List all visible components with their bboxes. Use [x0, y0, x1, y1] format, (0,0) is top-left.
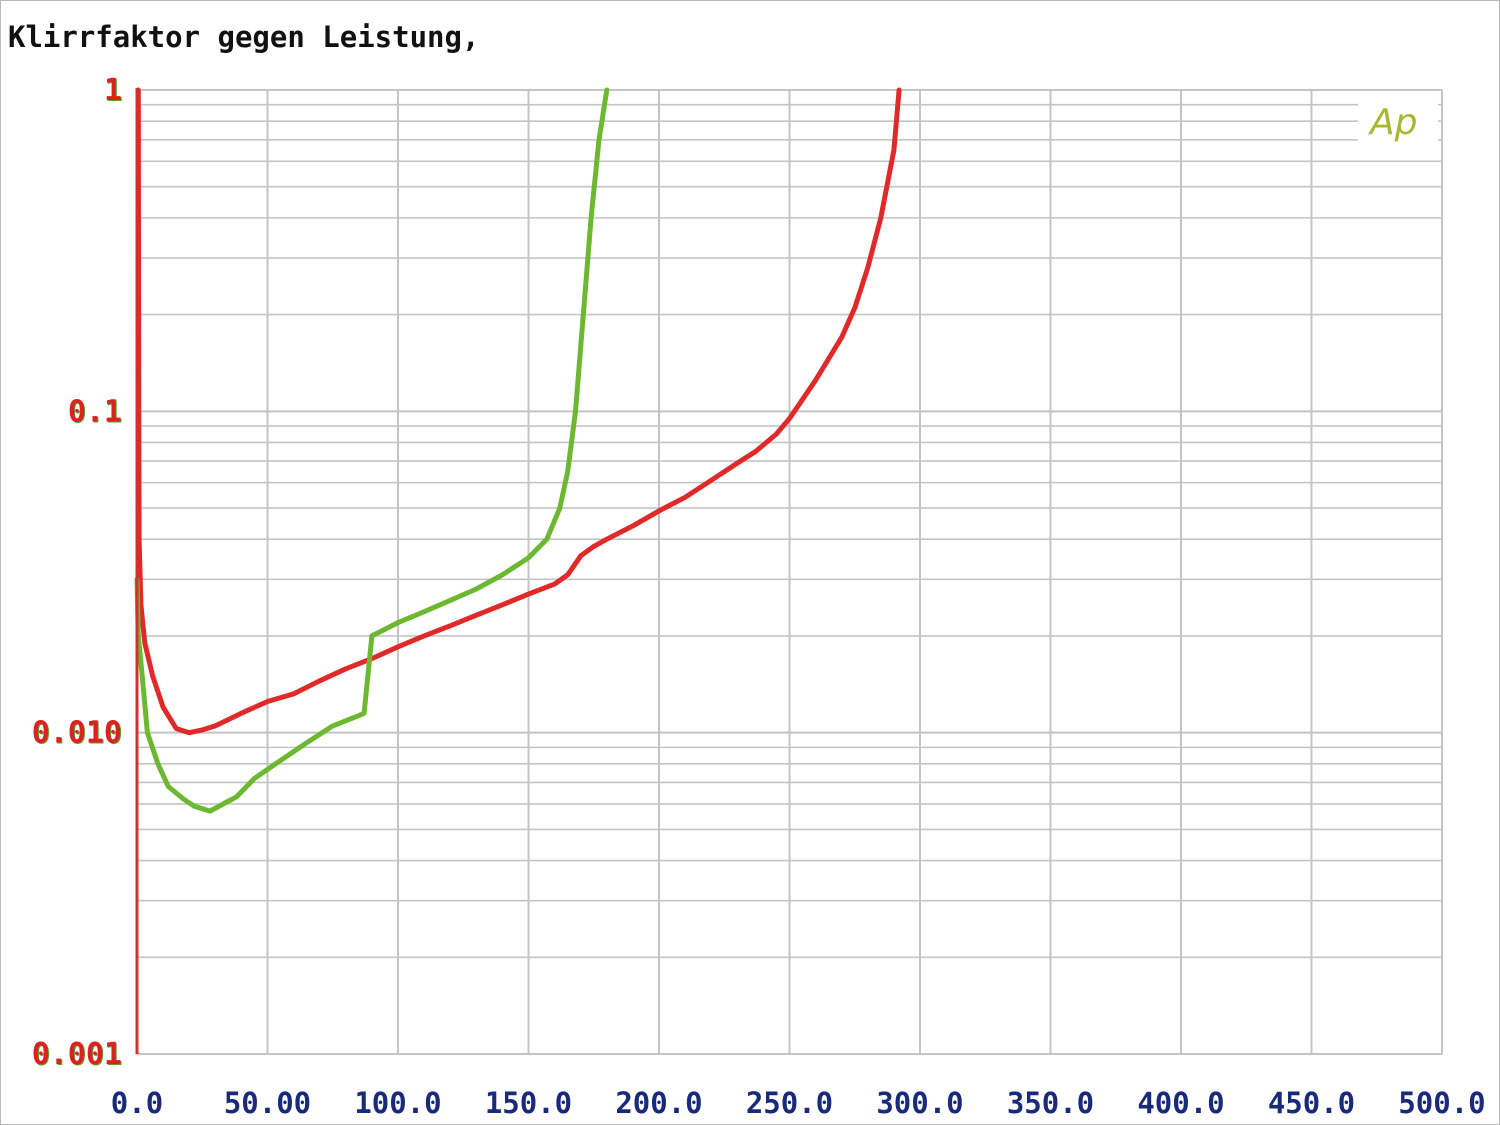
y-tick-label-shadow: 1: [105, 74, 123, 109]
x-tick-label: 100.0: [354, 1086, 441, 1120]
y-tick-label: 1: [104, 73, 122, 108]
y-tick-label: 0.010: [32, 716, 122, 751]
y-tick-label-shadow: 0.001: [33, 1038, 123, 1073]
grid: [136, 89, 1443, 1055]
x-tick-label: 250.0: [746, 1086, 833, 1120]
chart-title: Klirrfaktor gegen Leistung,: [8, 20, 480, 54]
series-layer: [134, 87, 902, 814]
x-tick-label: 50.00: [224, 1086, 311, 1120]
x-tick-label: 400.0: [1137, 1086, 1224, 1120]
series-line-1: [135, 87, 902, 736]
x-tick-label: 0.0: [111, 1086, 163, 1120]
watermark-backdrop: [1358, 94, 1438, 146]
x-tick-label: 150.0: [485, 1086, 572, 1120]
y-tick-label: 0.1: [68, 394, 122, 429]
x-tick-label: 450.0: [1268, 1086, 1355, 1120]
x-tick-label: 300.0: [876, 1086, 963, 1120]
y-tick-label-shadow: 0.010: [33, 717, 123, 752]
y-tick-label: 0.001: [32, 1037, 122, 1072]
x-tick-label: 350.0: [1007, 1086, 1094, 1120]
x-tick-labels: 0.0 50.00 100.0 150.0 200.0 250.0 300.0 350.0 40…: [111, 1086, 1486, 1120]
x-tick-label: 200.0: [615, 1086, 702, 1120]
series-line-2: [134, 87, 610, 814]
x-tick-label: 500.0: [1398, 1086, 1485, 1120]
y-tick-label-shadow: 0.1: [69, 395, 123, 430]
watermark-layer: Ap: [1358, 94, 1438, 146]
watermark-logo: Ap: [1368, 102, 1417, 143]
